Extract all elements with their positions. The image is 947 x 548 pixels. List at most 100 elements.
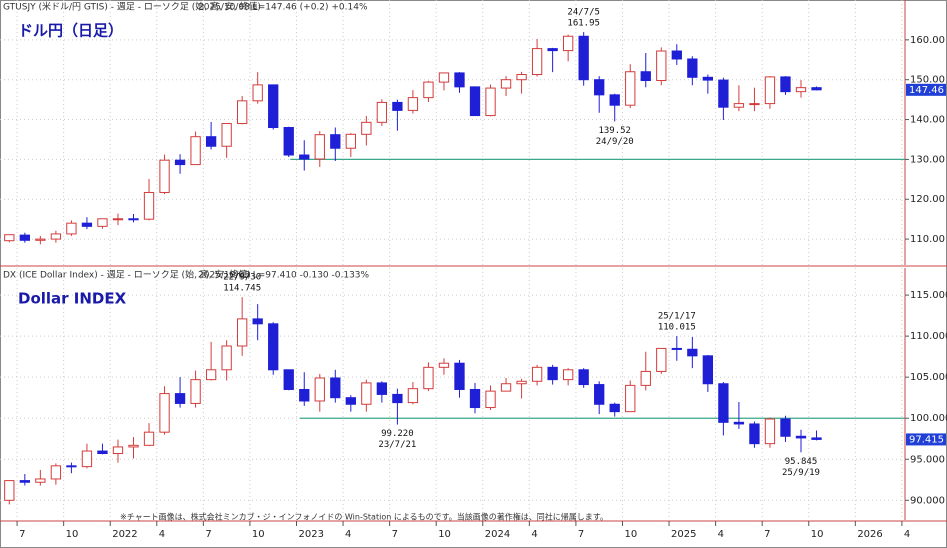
- chart-status: 2025/10/08 L=147.46 (+0.2) +0.14%: [198, 3, 368, 13]
- candle-body: [407, 388, 419, 404]
- x-tick-label: 4: [345, 529, 351, 540]
- candle-body: [811, 87, 822, 91]
- candle-body: [485, 390, 496, 409]
- candle-body: [764, 418, 776, 445]
- y-tick-label: 90.000: [910, 495, 945, 506]
- candle-body: [718, 383, 729, 423]
- candle-body: [4, 234, 15, 242]
- candle-body: [81, 222, 93, 227]
- price-label: 147.46: [909, 85, 944, 96]
- candle-body: [299, 154, 310, 160]
- candle-body: [283, 369, 294, 390]
- chart-header: DX (ICE Dollar Index) - 週足 - ローソク足 (始, 高…: [3, 269, 251, 281]
- candle-body: [547, 366, 558, 381]
- candle-body: [749, 423, 760, 445]
- candle-body: [299, 388, 310, 402]
- annotation-date: 25/1/17: [658, 312, 696, 322]
- candle-body: [50, 233, 62, 240]
- candle-body: [438, 362, 450, 368]
- x-tick-label: 10: [66, 529, 79, 540]
- y-tick-label: 105.000: [910, 372, 947, 383]
- candle-body: [594, 79, 605, 96]
- x-tick-label: 2023: [298, 529, 323, 540]
- candle-body: [66, 465, 77, 468]
- candle-body: [159, 159, 170, 193]
- candle-body: [795, 87, 807, 93]
- candle-body: [97, 218, 108, 227]
- annotation-date: 24/7/5: [567, 8, 600, 18]
- candle-body: [594, 384, 605, 405]
- footnote: ※チャート画像は、株式会社ミンカブ・ジ・インフォノイドの Win-Station…: [120, 512, 608, 522]
- candle-body: [314, 377, 325, 402]
- annotation-value: 110.015: [658, 323, 696, 333]
- candle-body: [205, 136, 217, 147]
- chart-header: GTUSJY (米ドル/円 GTIS) - 週足 - ローソク足 (始, 高, …: [3, 1, 261, 13]
- candle-body: [221, 345, 232, 371]
- candle-body: [811, 437, 822, 440]
- candle-body: [159, 393, 170, 433]
- annotation-value: 161.95: [567, 19, 600, 29]
- chart-status: 2025/10/03 L=97.410 -0.130 -0.133%: [198, 271, 370, 281]
- candle-body: [50, 465, 62, 480]
- candle-body: [609, 403, 620, 413]
- annotation-date: 23/7/21: [378, 440, 416, 450]
- candle-body: [469, 388, 481, 409]
- y-tick-label: 115.000: [910, 290, 947, 301]
- y-tick-label: 110.00: [910, 234, 945, 245]
- candle-body: [687, 58, 698, 78]
- chart-title: ドル円（日足）: [18, 22, 123, 40]
- candle-body: [500, 383, 512, 392]
- y-tick-label: 100.000: [910, 413, 947, 424]
- candle-body: [749, 103, 760, 106]
- x-tick-label: 2026: [857, 529, 882, 540]
- candle-body: [376, 101, 388, 123]
- candle-body: [671, 50, 682, 60]
- candle-body: [376, 382, 388, 395]
- candle-body: [578, 369, 589, 386]
- candle-body: [764, 76, 776, 105]
- annotation-value: 99.220: [381, 429, 414, 439]
- x-tick-label: 10: [438, 529, 451, 540]
- candle-body: [702, 76, 714, 81]
- x-tick-label: 10: [252, 529, 265, 540]
- candle-body: [361, 121, 372, 135]
- candle-body: [485, 87, 496, 117]
- candle-body: [516, 74, 527, 81]
- x-tick-label: 10: [811, 529, 824, 540]
- candle-body: [330, 377, 341, 399]
- candle-body: [392, 101, 403, 111]
- candle-body: [454, 72, 465, 88]
- candle-body: [656, 347, 667, 372]
- y-tick-label: 95.000: [910, 454, 945, 465]
- x-tick-label: 4: [718, 529, 724, 540]
- candle-body: [562, 369, 574, 381]
- x-tick-label: 7: [205, 529, 211, 540]
- candle-body: [35, 478, 46, 483]
- y-tick-label: 130.00: [910, 154, 945, 165]
- candle-body: [345, 397, 356, 405]
- candle-body: [733, 421, 745, 425]
- candle-body: [314, 134, 325, 160]
- candle-body: [500, 79, 512, 89]
- candle-body: [531, 366, 543, 382]
- annotation-value: 139.52: [598, 126, 631, 136]
- candle-body: [609, 94, 620, 106]
- price-box: [906, 433, 946, 446]
- candle-body: [795, 435, 807, 439]
- candle-body: [143, 191, 155, 220]
- y-tick-label: 150.00: [910, 75, 945, 86]
- x-tick-label: 7: [578, 529, 584, 540]
- candle-body: [345, 133, 356, 149]
- candle-body: [283, 127, 294, 156]
- annotation-date: 24/9/20: [596, 137, 634, 147]
- candle-body: [190, 136, 201, 166]
- candle-body: [174, 159, 186, 166]
- candle-body: [733, 103, 745, 108]
- x-tick-label: 7: [392, 529, 398, 540]
- candle-body: [438, 72, 450, 83]
- candle-body: [237, 100, 248, 125]
- candle-body: [625, 384, 636, 413]
- candle-body: [702, 355, 714, 385]
- annotation-date: 25/9/19: [782, 468, 820, 478]
